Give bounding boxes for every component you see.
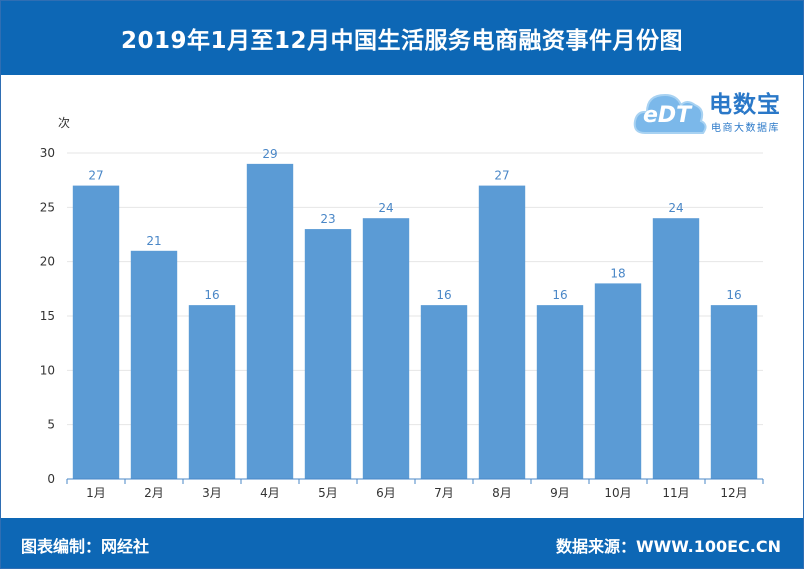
bar (246, 163, 294, 479)
x-tick-label: 9月 (550, 486, 570, 500)
y-tick-label: 15 (40, 309, 55, 323)
x-tick-label: 7月 (434, 486, 454, 500)
x-tick-label: 10月 (604, 486, 631, 500)
bar (536, 305, 584, 479)
bar (304, 229, 352, 479)
header-bar: 2019年1月至12月中国生活服务电商融资事件月份图 (1, 1, 803, 75)
data-label: 29 (262, 147, 277, 161)
y-tick-label: 5 (47, 418, 55, 432)
x-tick-label: 8月 (492, 486, 512, 500)
bar (594, 283, 642, 479)
logo-brand: 电数宝 (709, 92, 781, 118)
footer-bar: 图表编制：网经社 数据来源：WWW.100EC.CN (1, 518, 803, 568)
bar (710, 305, 758, 479)
x-tick-label: 1月 (86, 486, 106, 500)
chart-title: 2019年1月至12月中国生活服务电商融资事件月份图 (120, 28, 684, 54)
y-tick-labels: 0 5 10 15 20 25 30 (40, 146, 55, 486)
data-label: 27 (494, 169, 509, 183)
footer-credit: 图表编制：网经社 (21, 537, 150, 556)
y-tick-label: 0 (47, 472, 55, 486)
x-tick-label: 5月 (318, 486, 338, 500)
x-tick-label: 2月 (144, 486, 164, 500)
x-tick-label: 11月 (662, 486, 689, 500)
x-tick-label: 6月 (376, 486, 396, 500)
bar (130, 250, 178, 479)
bar (188, 305, 236, 479)
logo-subtitle: 电商大数据库 (711, 123, 780, 134)
bar (652, 218, 700, 479)
y-tick-label: 20 (40, 255, 55, 269)
bar (478, 185, 526, 479)
data-label: 16 (436, 288, 451, 302)
y-tick-label: 10 (40, 363, 55, 377)
x-tick-label: 12月 (720, 486, 747, 500)
x-tick-label: 4月 (260, 486, 280, 500)
x-tick-labels: 1月 2月 3月 4月 5月 6月 7月 8月 9月 10月 11月 12月 (66, 479, 764, 500)
bars (72, 163, 758, 479)
logo-mark: eDT (643, 103, 692, 128)
bar (362, 218, 410, 479)
bar (72, 185, 120, 479)
grid-lines (67, 152, 763, 426)
data-label: 24 (378, 201, 393, 215)
y-axis-label: 次 (58, 116, 70, 130)
data-label: 21 (146, 234, 161, 248)
data-label: 16 (552, 288, 567, 302)
footer-source: 数据来源：WWW.100EC.CN (555, 537, 781, 556)
logo: eDT 电数宝 电商大数据库 (631, 81, 801, 141)
data-label: 23 (320, 212, 335, 226)
data-label: 24 (668, 201, 683, 215)
x-tick-label: 3月 (202, 486, 222, 500)
data-label: 16 (204, 288, 219, 302)
bar (420, 305, 468, 479)
data-label: 18 (610, 266, 625, 280)
y-tick-label: 30 (40, 146, 55, 160)
data-labels: 27 21 16 29 23 24 16 27 16 18 24 16 (88, 147, 741, 302)
y-tick-label: 25 (40, 200, 55, 214)
cloud-icon (633, 93, 707, 134)
data-label: 16 (726, 288, 741, 302)
data-label: 27 (88, 169, 103, 183)
